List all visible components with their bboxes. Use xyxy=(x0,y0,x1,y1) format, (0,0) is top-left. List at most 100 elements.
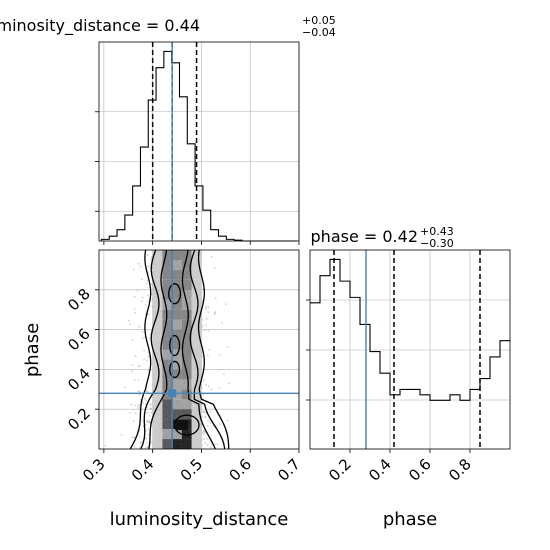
density-cell xyxy=(162,429,173,440)
sample-point xyxy=(218,353,221,356)
sample-point xyxy=(204,442,207,444)
luminosity-distance-histogram-step xyxy=(100,50,297,242)
luminosity-distance-histogram-grid xyxy=(99,42,300,241)
density-cell xyxy=(181,409,192,420)
density-cell xyxy=(191,349,202,360)
sample-point xyxy=(138,446,141,449)
sample-point xyxy=(227,382,230,385)
sample-point xyxy=(202,393,205,396)
density-cell xyxy=(181,359,192,370)
sample-point xyxy=(139,265,142,268)
sample-point xyxy=(138,394,141,397)
luminosity-distance-x-tick-label: 0.7 xyxy=(274,455,304,485)
sample-point xyxy=(128,411,131,414)
phase-y-tick-label: 0.6 xyxy=(64,325,94,355)
density-cell xyxy=(191,419,202,430)
sample-point xyxy=(145,429,147,432)
sample-point xyxy=(149,404,152,407)
sample-point xyxy=(146,254,149,257)
density-cell xyxy=(152,259,163,270)
density-cell xyxy=(172,319,182,330)
phase-histogram-x-tick-label: 0.8 xyxy=(445,455,475,485)
sample-point xyxy=(213,313,216,316)
density-cell xyxy=(172,359,182,370)
sample-point xyxy=(205,317,208,320)
density-cell xyxy=(162,359,173,370)
density-cell xyxy=(181,289,192,300)
density-peak xyxy=(175,420,188,431)
sample-point xyxy=(146,279,149,282)
sample-point xyxy=(224,303,227,306)
density-cell xyxy=(191,319,202,330)
density-cell xyxy=(181,309,192,320)
sample-point xyxy=(207,385,210,387)
phase-histogram-x-tick-label: 0.4 xyxy=(365,455,395,485)
sample-point xyxy=(201,443,204,446)
density-cell xyxy=(152,299,163,310)
density-cell xyxy=(191,250,202,260)
density-cell xyxy=(191,339,202,350)
sample-point xyxy=(147,420,150,423)
density-contour xyxy=(197,250,230,449)
sample-point xyxy=(146,412,149,414)
density-cell xyxy=(181,389,192,400)
sample-point xyxy=(201,355,204,358)
phase-histogram-panel: 0.2 0.4 0.6 0.8 phase = 0.42 +0.43 −0.30 ph… xyxy=(306,225,511,530)
sample-point xyxy=(147,313,150,316)
density-cell xyxy=(162,299,173,310)
density-cell xyxy=(191,429,202,440)
density-contour xyxy=(169,360,181,379)
sample-point xyxy=(205,324,208,327)
sample-point xyxy=(143,349,146,352)
luminosity-distance-histogram-frame xyxy=(98,41,300,242)
sample-point xyxy=(204,431,207,434)
sample-point xyxy=(134,355,137,358)
sample-point xyxy=(150,283,153,286)
sample-point xyxy=(138,365,141,367)
sample-point xyxy=(202,379,205,382)
density-cell xyxy=(162,399,173,410)
density-cell xyxy=(152,349,163,360)
sample-point xyxy=(209,421,212,424)
density-cell xyxy=(191,399,202,410)
sample-point xyxy=(146,359,149,362)
density-cell xyxy=(172,299,182,310)
sample-point xyxy=(146,419,149,422)
density-cell xyxy=(172,409,182,420)
sample-point xyxy=(149,407,152,410)
sample-point xyxy=(138,435,141,438)
luminosity-distance-x-tick-label: 0.5 xyxy=(177,455,207,485)
sample-point xyxy=(218,386,221,389)
density-cell xyxy=(152,269,163,280)
sample-point xyxy=(143,358,146,361)
density-cell xyxy=(152,439,163,449)
density-cell xyxy=(191,409,202,420)
density-cell xyxy=(152,339,163,350)
sample-point xyxy=(144,423,147,426)
sample-point xyxy=(210,255,213,258)
density-cell xyxy=(181,269,192,280)
sample-point xyxy=(145,437,148,440)
density-contour xyxy=(140,250,160,449)
sample-point xyxy=(146,442,149,444)
density-cell xyxy=(172,289,182,300)
density-cell xyxy=(181,329,192,340)
density-cell xyxy=(162,279,173,290)
luminosity-distance-histogram-panel: luminosity_distance = 0.44 +0.05 −0.04 xyxy=(0,14,336,245)
sample-point xyxy=(146,445,149,448)
truth-crosshair xyxy=(99,250,299,449)
sample-point xyxy=(139,442,142,445)
density-cell xyxy=(172,369,182,380)
phase-vs-luminosity-distance-panel: 0.3 0.4 0.5 0.6 0.7 0.2 0.4 0.6 0.8 luminosity_d… xyxy=(22,249,304,530)
sample-point xyxy=(148,337,151,340)
sample-point xyxy=(140,440,143,443)
density-cell xyxy=(162,250,173,260)
density-contours xyxy=(129,250,230,449)
sample-point xyxy=(202,430,205,433)
sample-point xyxy=(130,403,133,406)
sample-point xyxy=(146,390,148,393)
density-cell xyxy=(172,259,182,270)
density-cell xyxy=(191,439,202,449)
sample-point xyxy=(141,337,144,339)
